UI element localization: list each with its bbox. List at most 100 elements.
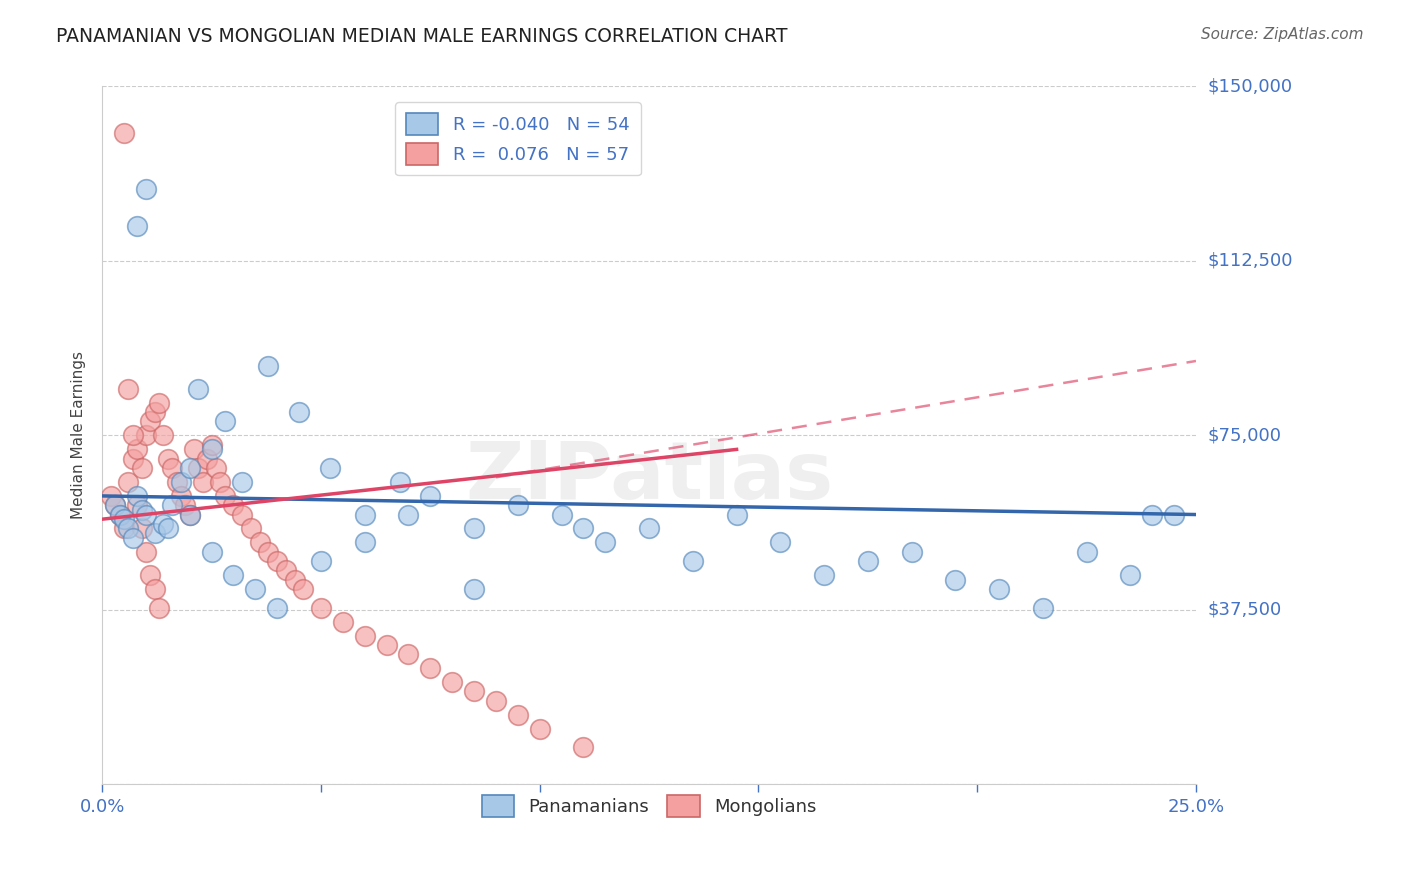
- Point: [179, 508, 201, 522]
- Point: [506, 498, 529, 512]
- Point: [214, 415, 236, 429]
- Point: [284, 573, 307, 587]
- Point: [332, 615, 354, 629]
- Point: [375, 638, 398, 652]
- Point: [156, 451, 179, 466]
- Point: [112, 512, 135, 526]
- Legend: Panamanians, Mongolians: Panamanians, Mongolians: [474, 788, 824, 824]
- Point: [231, 475, 253, 489]
- Point: [191, 475, 214, 489]
- Point: [100, 489, 122, 503]
- Point: [257, 545, 280, 559]
- Point: [239, 521, 262, 535]
- Point: [214, 489, 236, 503]
- Point: [112, 521, 135, 535]
- Point: [1142, 508, 1164, 522]
- Point: [108, 508, 131, 522]
- Point: [222, 498, 245, 512]
- Point: [139, 568, 162, 582]
- Text: $150,000: $150,000: [1208, 78, 1292, 95]
- Point: [135, 545, 157, 559]
- Point: [222, 568, 245, 582]
- Point: [127, 219, 149, 233]
- Point: [187, 461, 209, 475]
- Point: [160, 461, 183, 475]
- Point: [419, 661, 441, 675]
- Point: [209, 475, 232, 489]
- Point: [682, 554, 704, 568]
- Point: [638, 521, 661, 535]
- Point: [135, 428, 157, 442]
- Point: [353, 628, 375, 642]
- Point: [769, 535, 792, 549]
- Point: [127, 498, 149, 512]
- Point: [595, 535, 617, 549]
- Point: [187, 382, 209, 396]
- Point: [127, 442, 149, 457]
- Point: [725, 508, 748, 522]
- Text: $112,500: $112,500: [1208, 252, 1292, 270]
- Point: [943, 573, 966, 587]
- Point: [174, 498, 197, 512]
- Point: [152, 516, 174, 531]
- Text: Source: ZipAtlas.com: Source: ZipAtlas.com: [1201, 27, 1364, 42]
- Point: [205, 461, 228, 475]
- Point: [231, 508, 253, 522]
- Point: [104, 498, 127, 512]
- Point: [292, 582, 315, 596]
- Text: $37,500: $37,500: [1208, 601, 1281, 619]
- Point: [143, 582, 166, 596]
- Point: [143, 405, 166, 419]
- Point: [170, 489, 193, 503]
- Point: [179, 461, 201, 475]
- Point: [152, 428, 174, 442]
- Point: [288, 405, 311, 419]
- Point: [529, 722, 551, 736]
- Point: [572, 740, 595, 755]
- Point: [200, 545, 222, 559]
- Point: [131, 503, 153, 517]
- Point: [135, 508, 157, 522]
- Point: [117, 382, 139, 396]
- Point: [398, 508, 420, 522]
- Point: [463, 582, 485, 596]
- Text: $75,000: $75,000: [1208, 426, 1281, 444]
- Point: [1119, 568, 1142, 582]
- Point: [550, 508, 572, 522]
- Point: [121, 428, 143, 442]
- Point: [1163, 508, 1185, 522]
- Point: [813, 568, 835, 582]
- Point: [257, 359, 280, 373]
- Point: [441, 675, 464, 690]
- Point: [900, 545, 922, 559]
- Point: [1032, 600, 1054, 615]
- Point: [266, 600, 288, 615]
- Point: [195, 451, 218, 466]
- Point: [200, 442, 222, 457]
- Point: [388, 475, 411, 489]
- Point: [309, 600, 332, 615]
- Point: [139, 415, 162, 429]
- Point: [856, 554, 879, 568]
- Point: [131, 461, 153, 475]
- Point: [353, 535, 375, 549]
- Point: [148, 600, 170, 615]
- Point: [1076, 545, 1098, 559]
- Point: [183, 442, 205, 457]
- Point: [319, 461, 342, 475]
- Point: [485, 694, 508, 708]
- Point: [170, 475, 193, 489]
- Point: [266, 554, 288, 568]
- Point: [179, 508, 201, 522]
- Point: [131, 521, 153, 535]
- Point: [117, 475, 139, 489]
- Point: [156, 521, 179, 535]
- Point: [463, 684, 485, 698]
- Point: [104, 498, 127, 512]
- Point: [112, 126, 135, 140]
- Point: [160, 498, 183, 512]
- Point: [121, 531, 143, 545]
- Point: [127, 489, 149, 503]
- Point: [108, 508, 131, 522]
- Point: [463, 521, 485, 535]
